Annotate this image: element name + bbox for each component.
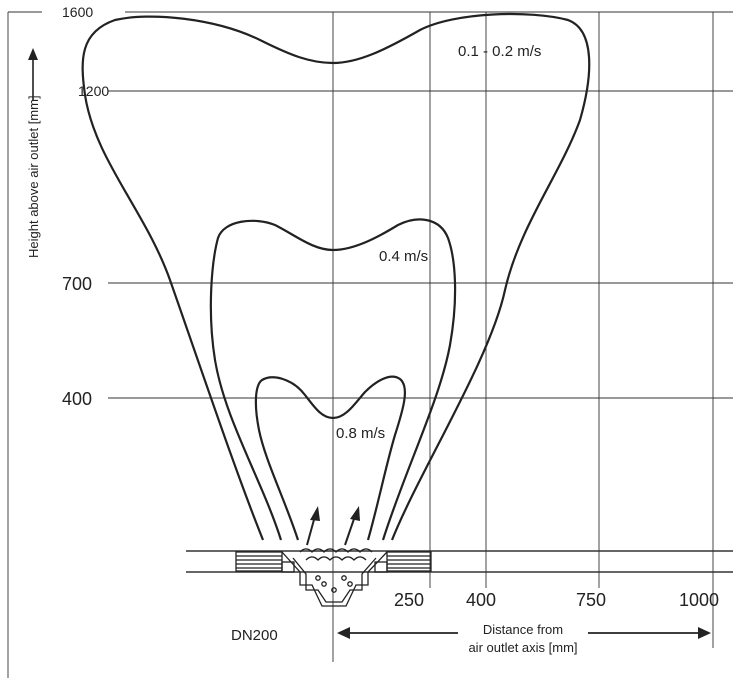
isovel-label-inner: 0.8 m/s [336,425,385,442]
y-axis-arrow [28,48,38,100]
x-tick-1000: 1000 [679,590,719,610]
isovel-outer [81,12,591,541]
airflow-arrow-left [306,506,320,546]
isovel-label-outer: 0.1 - 0.2 m/s [458,43,541,60]
isovel-inner [254,375,407,541]
distance-arrow [337,627,711,639]
y-axis-label: Height above air outlet [mm] [26,95,41,258]
y-tick-1200: 1200 [78,83,109,99]
isovel-middle [209,218,457,541]
x-tick-250: 250 [394,590,424,610]
x-axis-label-line2: air outlet axis [mm] [468,640,577,655]
x-tick-400: 400 [466,590,496,610]
air-outlet-device [235,548,432,607]
y-tick-700: 700 [62,274,92,294]
airflow-arrow-right [344,506,360,546]
x-tick-750: 750 [576,590,606,610]
isovel-label-middle: 0.4 m/s [379,248,428,265]
y-tick-400: 400 [62,389,92,409]
x-axis-label-line1: Distance from [483,622,563,637]
y-tick-1600: 1600 [62,4,93,20]
device-label: DN200 [231,627,278,644]
